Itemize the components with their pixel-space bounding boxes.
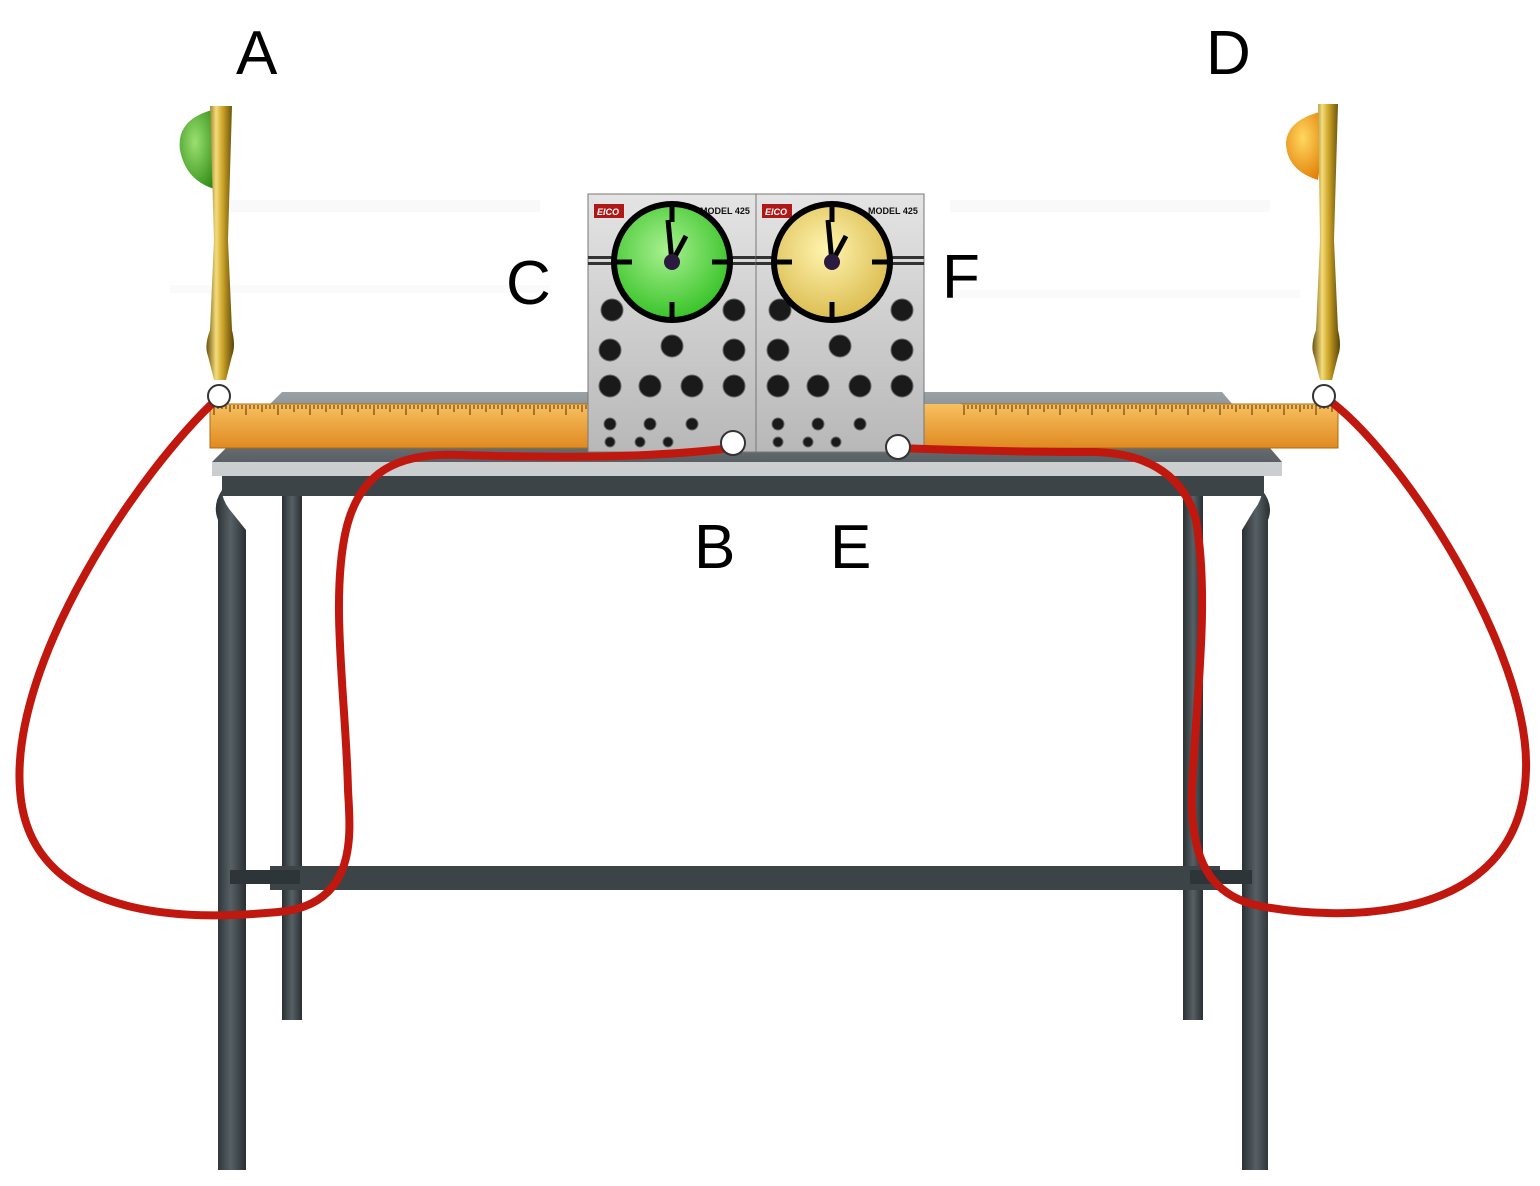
scope-knob — [600, 298, 624, 322]
clock-icon — [611, 201, 733, 323]
scope-knob — [643, 417, 657, 431]
scope-knob — [828, 334, 852, 358]
scope-knob — [848, 374, 872, 398]
terminal-b — [720, 430, 746, 456]
ruler-right — [959, 403, 1339, 449]
clock-icon — [771, 201, 893, 323]
label-d: D — [1206, 19, 1251, 88]
scope-knob — [634, 436, 646, 448]
scope-knob — [685, 417, 699, 431]
scope-knob — [680, 374, 704, 398]
table-leg-back-left — [282, 490, 302, 1020]
table-leg-front-left — [215, 490, 246, 1170]
table-crossbar — [270, 866, 1220, 890]
scope-left-brand: EICO — [597, 207, 619, 217]
scope-knob — [603, 417, 617, 431]
cable-d-to-e — [894, 394, 1531, 918]
scope-knob — [768, 298, 792, 322]
green-lamp-icon — [179, 106, 234, 380]
scope-knob — [890, 374, 914, 398]
label-c: C — [506, 249, 551, 318]
table-side-bar-right — [1190, 870, 1252, 884]
scope-right-brand: EICO — [765, 207, 787, 217]
cables — [15, 394, 1531, 920]
scope-knob — [766, 338, 790, 362]
scope-knob — [598, 374, 622, 398]
scope-knob — [890, 298, 914, 322]
cable-a-to-b — [15, 394, 736, 920]
table — [212, 392, 1282, 1170]
label-b: B — [694, 513, 735, 582]
scope-knob — [802, 436, 814, 448]
scope-knob — [811, 417, 825, 431]
ruler-left — [209, 403, 591, 449]
label-e: E — [830, 513, 871, 582]
scope-knob — [806, 374, 830, 398]
scope-right-model: MODEL 425 — [868, 206, 918, 216]
scope-knob — [604, 436, 616, 448]
scope-knob — [722, 374, 746, 398]
table-apron — [222, 474, 1264, 496]
scope-knob — [722, 338, 746, 362]
scope-knob — [853, 417, 867, 431]
scope-knob — [722, 298, 746, 322]
terminal-e — [885, 434, 911, 460]
label-a: A — [236, 19, 278, 88]
scope-knob — [638, 374, 662, 398]
scope-left-model: MODEL 425 — [700, 206, 750, 216]
scope-knob — [660, 334, 684, 358]
scope-knob — [771, 417, 785, 431]
scope-knobs — [598, 298, 914, 448]
scope-knob — [772, 436, 784, 448]
table-side-bar-left — [230, 870, 300, 884]
background-smudges — [170, 200, 1300, 298]
ruler-middle-stub — [922, 404, 962, 448]
scope-knob — [890, 338, 914, 362]
table-leg-front-right — [1242, 490, 1270, 1170]
scope-knob — [766, 374, 790, 398]
orange-lamp-icon — [1286, 104, 1340, 380]
terminal-d — [1312, 384, 1336, 408]
terminal-a — [207, 384, 231, 408]
scope-knob — [830, 436, 842, 448]
label-f: F — [942, 243, 980, 312]
scope-knob — [598, 338, 622, 362]
scope-knob — [662, 436, 674, 448]
